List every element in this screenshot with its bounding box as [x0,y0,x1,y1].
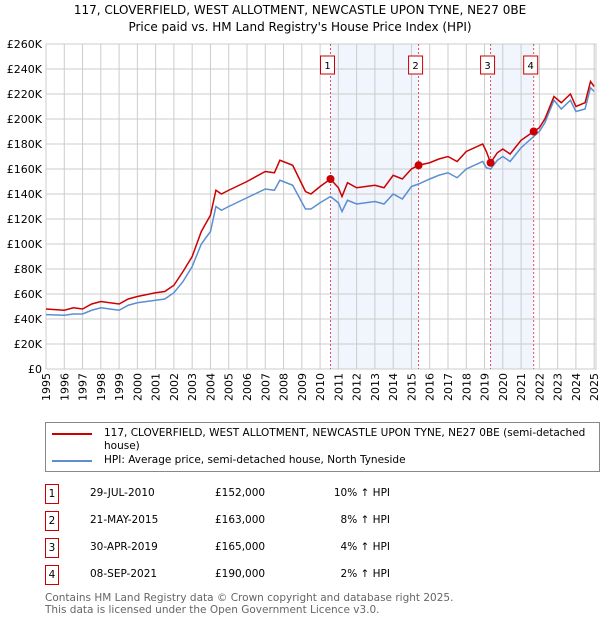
sale-hpi-change: 8% ↑ HPI [340,514,390,526]
sale-price: £152,000 [215,487,266,499]
y-tick-label: £260K [7,38,43,51]
x-tick-label: 2017 [442,373,455,401]
sale-label: 3 [484,61,490,72]
y-tick-label: £0 [28,363,42,376]
x-tick-label: 2013 [369,373,382,401]
sale-label: 2 [412,61,418,72]
x-tick-label: 2003 [186,373,199,401]
footer: Contains HM Land Registry data © Crown c… [45,592,453,616]
x-tick-label: 2012 [351,373,364,401]
y-tick-label: £160K [7,163,43,176]
x-tick-label: 2006 [241,373,254,401]
sale-date: 08-SEP-2021 [90,568,158,580]
footer-licence: This data is licensed under the Open Gov… [45,604,380,616]
sale-point [414,161,423,170]
shaded-span [490,44,534,369]
sale-date: 30-APR-2019 [90,541,158,553]
y-tick-label: £140K [7,188,43,201]
y-tick-label: £220K [7,88,43,101]
legend-blue-swatch [52,460,92,462]
series-line [45,86,595,317]
sale-hpi-change: 2% ↑ HPI [340,568,390,580]
y-tick-label: £100K [7,238,43,251]
sale-point [326,175,335,183]
sale-label-box [480,55,496,75]
x-tick-label: 2001 [150,373,163,401]
legend-red-swatch [52,433,92,435]
y-tick-label: £240K [7,63,43,76]
sale-date: 29-JUL-2010 [90,487,155,499]
sale-number: 1 [45,484,59,504]
x-tick-label: 2022 [533,373,546,401]
y-tick-label: £180K [7,138,43,151]
x-tick-label: 2011 [332,373,345,401]
sale-number: 3 [45,538,59,558]
y-tick-label: £80K [14,263,43,276]
sale-label: 4 [528,61,534,72]
sale-number: 2 [45,511,59,531]
sale-price: £163,000 [215,514,266,526]
sale-date: 21-MAY-2015 [90,514,159,526]
x-tick-label: 1999 [113,373,126,401]
x-tick-label: 1996 [58,373,71,401]
sale-label: 1 [324,61,330,72]
x-tick-label: 2009 [296,373,309,401]
sale-number: 4 [45,565,59,585]
y-tick-label: £200K [7,113,43,126]
sale-label-box [320,55,336,75]
chart-title: 117, CLOVERFIELD, WEST ALLOTMENT, NEWCAS… [73,3,527,17]
sale-label-box [408,55,424,75]
legend-property-label: 117, CLOVERFIELD, WEST ALLOTMENT, NEWCAS… [104,427,586,452]
x-tick-label: 1998 [95,373,108,401]
x-tick-label: 2015 [405,373,418,401]
x-tick-label: 2019 [479,373,492,401]
legend: 117, CLOVERFIELD, WEST ALLOTMENT, NEWCAS… [45,422,600,472]
x-tick-label: 2021 [515,373,528,401]
x-tick-label: 1995 [40,373,53,401]
x-tick-label: 2000 [131,373,144,401]
footer-copyright: Contains HM Land Registry data © Crown c… [45,592,454,604]
x-tick-label: 2016 [424,373,437,401]
x-tick-label: 2014 [387,373,400,401]
x-tick-label: 2018 [460,373,473,401]
sale-point [529,127,538,136]
legend-hpi-label: HPI: Average price, semi-detached house,… [104,454,406,466]
sale-price: £190,000 [215,568,266,580]
y-tick-label: £120K [7,213,43,226]
x-tick-label: 2023 [552,373,565,401]
x-tick-label: 2004 [204,373,217,401]
y-tick-label: £40K [14,313,43,326]
y-tick-label: £20K [14,338,43,351]
x-tick-label: 2020 [497,373,510,401]
y-tick-label: £60K [14,288,43,301]
sale-hpi-change: 4% ↑ HPI [340,541,390,553]
x-tick-label: 1997 [77,373,90,401]
x-tick-label: 2024 [570,373,583,401]
sale-price: £165,000 [215,541,266,553]
sale-hpi-change: 10% ↑ HPI [333,487,390,499]
x-tick-label: 2010 [314,373,327,401]
x-tick-label: 2025 [588,373,600,401]
x-tick-label: 2008 [278,373,291,401]
x-tick-label: 2002 [168,373,181,401]
x-tick-label: 2007 [259,373,272,401]
chart-subtitle: Price paid vs. HM Land Registry's House … [128,20,472,34]
line-chart: 1995 1996 1997 1998 1999 2000 2001 2002 2003 2004… [7,38,600,401]
x-tick-label: 2005 [223,373,236,401]
sale-point [486,158,495,167]
sale-label-box [523,55,539,75]
series-line [45,79,595,312]
